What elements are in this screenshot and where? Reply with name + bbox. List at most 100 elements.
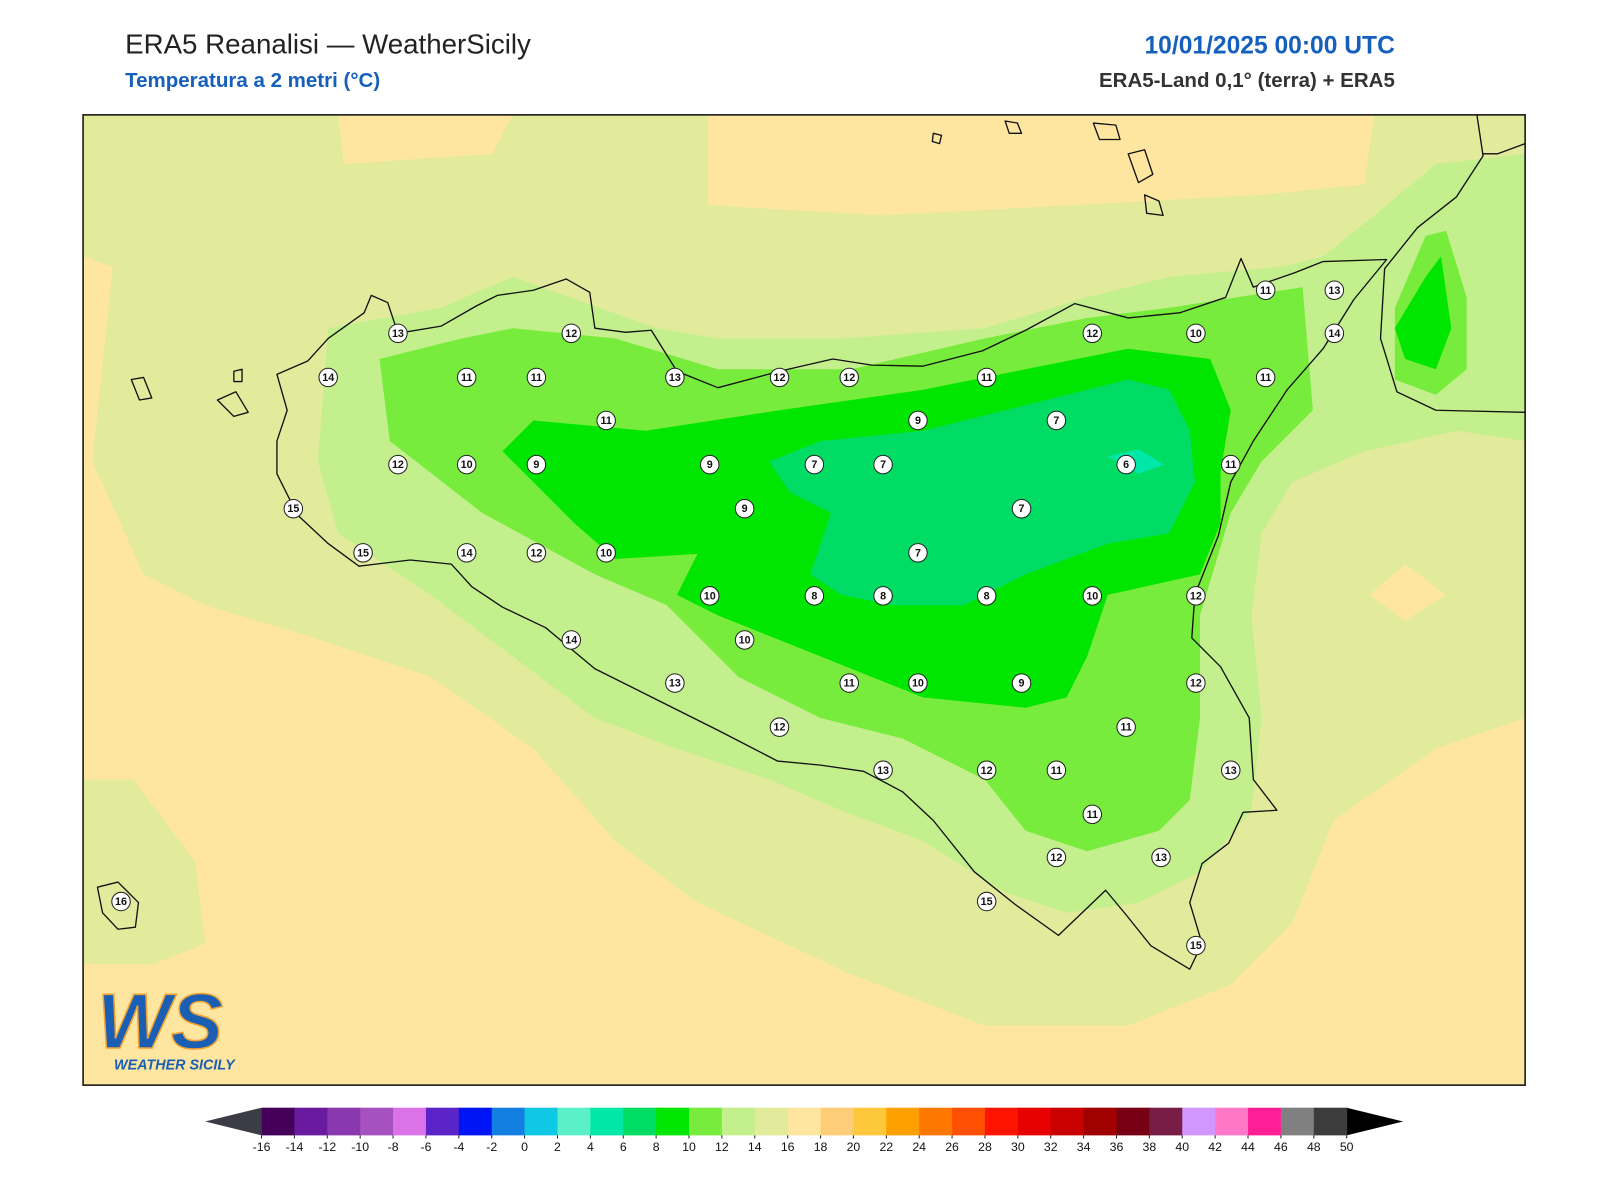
station-marker: [839, 367, 859, 388]
station-value: 14: [1328, 328, 1340, 340]
station: 13: [665, 367, 685, 388]
station: 14: [318, 367, 338, 388]
station-value: 8: [984, 590, 990, 602]
colorbar-tick-label: 8: [653, 1140, 660, 1154]
station: 13: [1324, 280, 1345, 300]
station-value: 11: [1260, 285, 1271, 297]
colorbar-tick-label: -2: [486, 1140, 497, 1154]
station-value: 11: [531, 372, 542, 384]
colorbar-bin: [1116, 1107, 1150, 1136]
station-marker: [1324, 280, 1345, 300]
station-value: 11: [1260, 372, 1271, 384]
colorbar-bin: [886, 1107, 920, 1136]
station: 10: [1186, 323, 1206, 344]
station: 8: [976, 586, 997, 606]
station: 12: [526, 543, 547, 563]
station: 15: [353, 543, 373, 563]
colorbar-tick-label: 42: [1208, 1140, 1222, 1154]
station-marker: [388, 454, 408, 475]
colorbar-tick-label: 20: [847, 1140, 861, 1154]
colorbar-bin: [1280, 1107, 1315, 1136]
station-value: 12: [774, 372, 786, 384]
station: 10: [700, 586, 720, 606]
colorbar-tick-label: -16: [253, 1140, 271, 1154]
station-value: 10: [1190, 328, 1202, 340]
station-value: 16: [115, 896, 127, 908]
colorbar-bin: [656, 1107, 690, 1136]
temperature-field: [83, 114, 1526, 1086]
station: 15: [283, 498, 304, 519]
station-value: 13: [669, 678, 681, 690]
colorbar-tick-label: 6: [620, 1140, 627, 1154]
station-marker: [976, 586, 997, 606]
station-marker: [1116, 454, 1136, 475]
station: 11: [976, 367, 997, 388]
colorbar-bin: [952, 1107, 986, 1136]
colorbar-bin: [360, 1107, 394, 1136]
station-marker: [353, 543, 373, 563]
station-value: 12: [1190, 590, 1202, 602]
station-marker: [1186, 673, 1206, 693]
station-value: 15: [981, 896, 993, 908]
station-marker: [976, 760, 997, 780]
station-marker: [596, 410, 616, 431]
colorbar: -16 -14 -12 -10 -8 -6 -4 -2 0 2 4 6 8 10 12 14 16 18 20 22 2…: [205, 1107, 1404, 1154]
station: 11: [456, 367, 477, 388]
station: 11: [839, 673, 859, 693]
station-marker: [769, 717, 790, 737]
station: 9: [526, 454, 547, 475]
station-value: 13: [1225, 765, 1237, 777]
station-marker: [700, 586, 720, 606]
colorbar-bin: [919, 1107, 953, 1136]
colorbar-bin: [623, 1107, 657, 1136]
station-marker: [456, 543, 477, 563]
station: 10: [456, 454, 477, 475]
station: 11: [1116, 717, 1136, 737]
station: 15: [976, 891, 997, 912]
logo: WS WEATHER SICILY: [97, 976, 236, 1073]
colorbar-tick-label: -8: [388, 1140, 399, 1154]
colorbar-under: [205, 1107, 262, 1136]
station-value: 9: [707, 459, 713, 471]
station-value: 11: [1120, 722, 1131, 734]
station-value: 12: [392, 459, 404, 471]
station-value: 7: [1019, 503, 1025, 515]
colorbar-bin: [393, 1107, 427, 1136]
station: 11: [596, 410, 616, 431]
colorbar-tick-label: 2: [554, 1140, 561, 1154]
colorbar-tick-label: 0: [521, 1140, 528, 1154]
station-value: 9: [1019, 678, 1025, 690]
station-value: 12: [530, 547, 542, 559]
station: 16: [111, 891, 131, 912]
station: 7: [1046, 410, 1067, 431]
colorbar-bin: [294, 1107, 328, 1136]
station-marker: [596, 543, 616, 563]
station: 12: [1186, 673, 1206, 693]
station-marker: [873, 760, 893, 780]
station-marker: [908, 410, 928, 431]
station-value: 13: [669, 372, 681, 384]
station-value: 13: [877, 765, 889, 777]
station-value: 14: [322, 372, 334, 384]
station-marker: [734, 630, 755, 650]
station-value: 9: [742, 503, 748, 515]
colorbar-tick-label: 32: [1044, 1140, 1058, 1154]
station: 7: [1011, 498, 1032, 519]
station: 6: [1116, 454, 1136, 475]
station: 14: [456, 543, 477, 563]
station: 8: [804, 586, 825, 606]
station-value: 12: [565, 328, 577, 340]
station: 7: [873, 454, 893, 475]
colorbar-tick-label: 14: [748, 1140, 762, 1154]
station: 8: [873, 586, 893, 606]
station-value: 13: [1328, 285, 1340, 297]
station-marker: [1082, 586, 1103, 606]
station-marker: [1011, 673, 1032, 693]
station-value: 12: [1086, 328, 1098, 340]
colorbar-tick-label: -4: [453, 1140, 464, 1154]
station-value: 12: [981, 765, 993, 777]
station-marker: [561, 323, 582, 344]
station: 13: [388, 323, 408, 344]
station-marker: [1046, 760, 1067, 780]
